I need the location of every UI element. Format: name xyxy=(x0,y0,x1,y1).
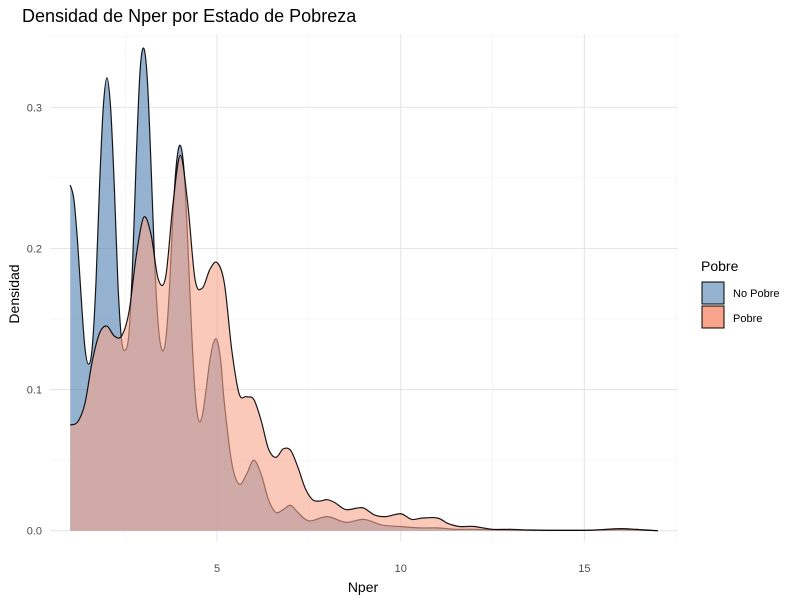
legend-label-pobre: Pobre xyxy=(733,313,762,325)
tick-labels: 5 10 15 0.0 0.1 0.2 0.3 xyxy=(27,102,591,575)
y-tick-label-0: 0.0 xyxy=(27,526,42,538)
x-axis-title: Nper xyxy=(348,579,379,595)
legend-title: Pobre xyxy=(701,258,739,274)
legend-label-no-pobre: No Pobre xyxy=(733,288,779,300)
y-tick-label-1: 0.1 xyxy=(27,385,42,397)
y-axis-title: Densidad xyxy=(6,264,22,323)
density-areas xyxy=(69,47,658,532)
legend-key-pobre xyxy=(701,305,725,329)
y-tick-label-2: 0.2 xyxy=(27,243,42,255)
x-tick-label-0: 5 xyxy=(214,563,220,575)
density-area-pobre xyxy=(70,155,658,531)
x-tick-label-1: 10 xyxy=(395,563,407,575)
density-line-pobre xyxy=(69,154,658,532)
legend: Pobre No Pobre Pobre xyxy=(701,258,779,329)
legend-key-no-pobre xyxy=(701,281,725,305)
x-tick-label-2: 15 xyxy=(578,563,590,575)
y-tick-label-3: 0.3 xyxy=(27,102,42,114)
chart-title: Densidad de Nper por Estado de Pobreza xyxy=(22,6,357,26)
